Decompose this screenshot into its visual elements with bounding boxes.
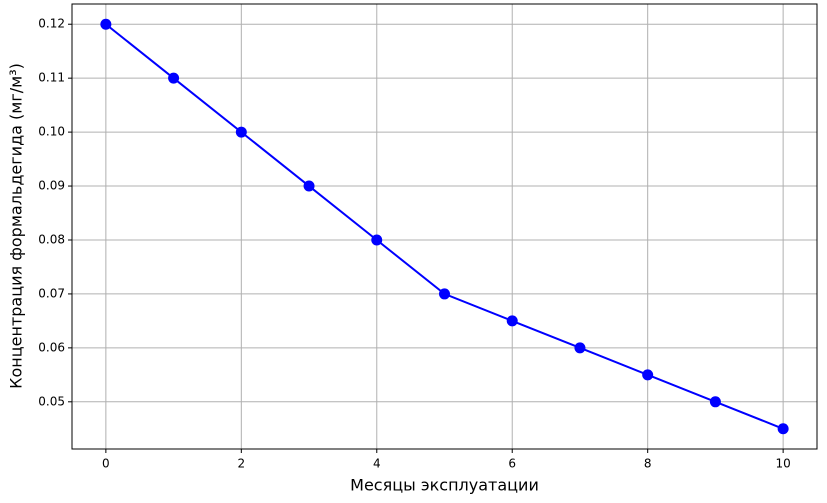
data-point bbox=[303, 180, 315, 192]
data-point bbox=[371, 234, 383, 246]
data-point bbox=[235, 126, 247, 138]
y-axis-label: Концентрация формальдегида (мг/м³) bbox=[7, 63, 26, 389]
data-point bbox=[100, 18, 112, 30]
data-point bbox=[777, 423, 789, 435]
data-point bbox=[168, 72, 180, 84]
y-tick-label: 0.08 bbox=[38, 232, 65, 246]
y-tick-label: 0.06 bbox=[38, 340, 65, 354]
data-point bbox=[709, 396, 721, 408]
plot-frame bbox=[71, 3, 818, 450]
x-tick-label: 2 bbox=[237, 457, 245, 471]
y-tick-label: 0.07 bbox=[38, 286, 65, 300]
y-tick-label: 0.09 bbox=[38, 179, 65, 193]
data-point bbox=[642, 369, 654, 381]
x-tick-label: 4 bbox=[373, 457, 381, 471]
x-tick-label: 10 bbox=[775, 457, 790, 471]
x-tick-label: 6 bbox=[508, 457, 516, 471]
x-axis-label: Месяцы эксплуатации bbox=[350, 476, 539, 495]
data-point bbox=[574, 342, 586, 354]
data-line bbox=[105, 23, 784, 430]
data-point bbox=[506, 315, 518, 327]
y-tick-label: 0.10 bbox=[38, 125, 65, 139]
y-tick-label: 0.11 bbox=[38, 71, 65, 85]
data-point bbox=[439, 288, 450, 300]
x-tick-label: 0 bbox=[102, 457, 110, 471]
y-tick-label: 0.05 bbox=[38, 394, 65, 408]
y-tick-label: 0.12 bbox=[38, 17, 65, 31]
x-tick-label: 8 bbox=[644, 457, 652, 471]
